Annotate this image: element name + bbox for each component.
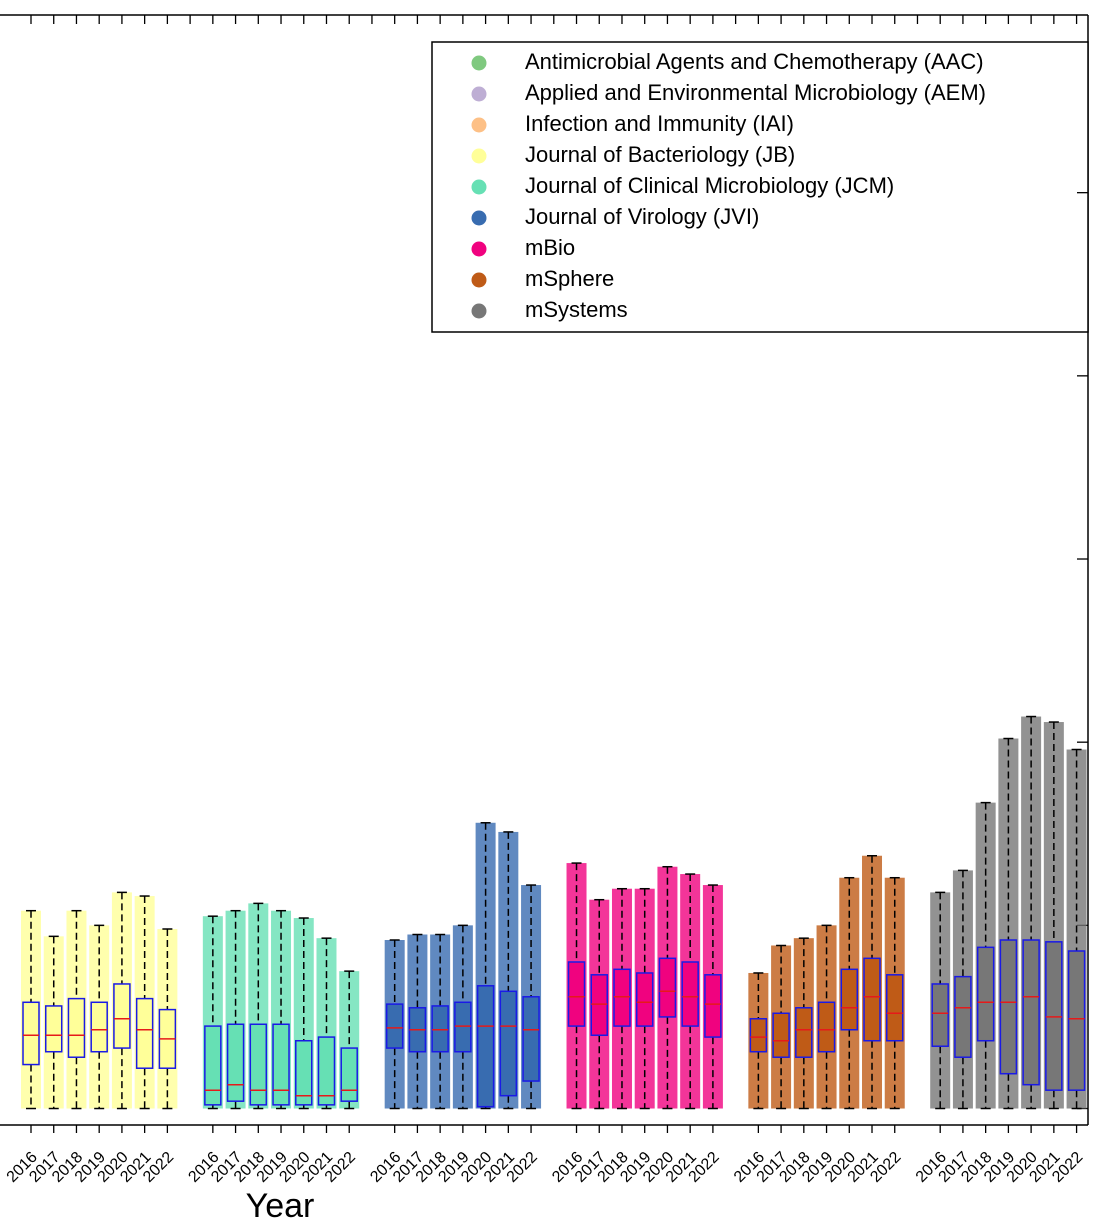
legend-marker	[471, 86, 487, 102]
box	[704, 974, 722, 1038]
box	[931, 983, 949, 1047]
legend-label: Infection and Immunity (IAI)	[525, 111, 794, 136]
box	[226, 1023, 245, 1102]
box	[499, 990, 518, 1097]
box	[885, 974, 904, 1042]
box	[817, 1001, 836, 1053]
legend-label: mSystems	[525, 297, 628, 322]
legend-marker	[471, 179, 487, 195]
box	[295, 1039, 313, 1106]
legend-label: Journal of Virology (JVI)	[525, 204, 759, 229]
box	[272, 1023, 290, 1106]
legend-marker	[471, 241, 487, 257]
box	[44, 1005, 63, 1053]
box	[340, 1047, 358, 1102]
box	[613, 968, 631, 1027]
box	[567, 961, 586, 1027]
box	[113, 983, 131, 1049]
box	[135, 997, 154, 1069]
box	[22, 1001, 40, 1066]
x-axis-label: Year	[246, 1187, 315, 1222]
legend-marker	[471, 272, 487, 288]
box	[590, 974, 608, 1036]
box	[204, 1025, 222, 1106]
box	[863, 957, 881, 1042]
legend-label: Antimicrobial Agents and Chemotherapy (A…	[525, 49, 984, 74]
box	[249, 1023, 268, 1106]
box	[999, 939, 1018, 1075]
legend-marker	[471, 117, 487, 133]
box	[1067, 950, 1086, 1091]
legend-label: mSphere	[525, 266, 614, 291]
box	[67, 997, 86, 1058]
box	[749, 1018, 768, 1053]
legend-box	[431, 41, 1089, 333]
legend-label: Journal of Bacteriology (JB)	[525, 142, 795, 167]
legend-marker	[471, 210, 487, 226]
legend-label: mBio	[525, 235, 575, 260]
box	[681, 961, 699, 1027]
box	[954, 975, 972, 1058]
box	[431, 1005, 449, 1053]
box	[385, 1003, 404, 1049]
box	[840, 968, 859, 1031]
box	[90, 1001, 108, 1053]
legend-marker	[471, 148, 487, 164]
box	[658, 957, 677, 1018]
box	[317, 1036, 336, 1106]
box	[476, 985, 495, 1108]
legend-marker	[471, 303, 487, 319]
box	[1045, 941, 1063, 1091]
box	[1022, 939, 1040, 1086]
box	[635, 972, 654, 1027]
box	[772, 1012, 790, 1058]
box	[454, 1001, 472, 1053]
box	[976, 946, 995, 1042]
box	[795, 1007, 813, 1058]
box	[522, 996, 540, 1082]
legend-marker	[471, 55, 487, 71]
legend-label: Journal of Clinical Microbiology (JCM)	[525, 173, 894, 198]
legend-label: Applied and Environmental Microbiology (…	[525, 80, 986, 105]
